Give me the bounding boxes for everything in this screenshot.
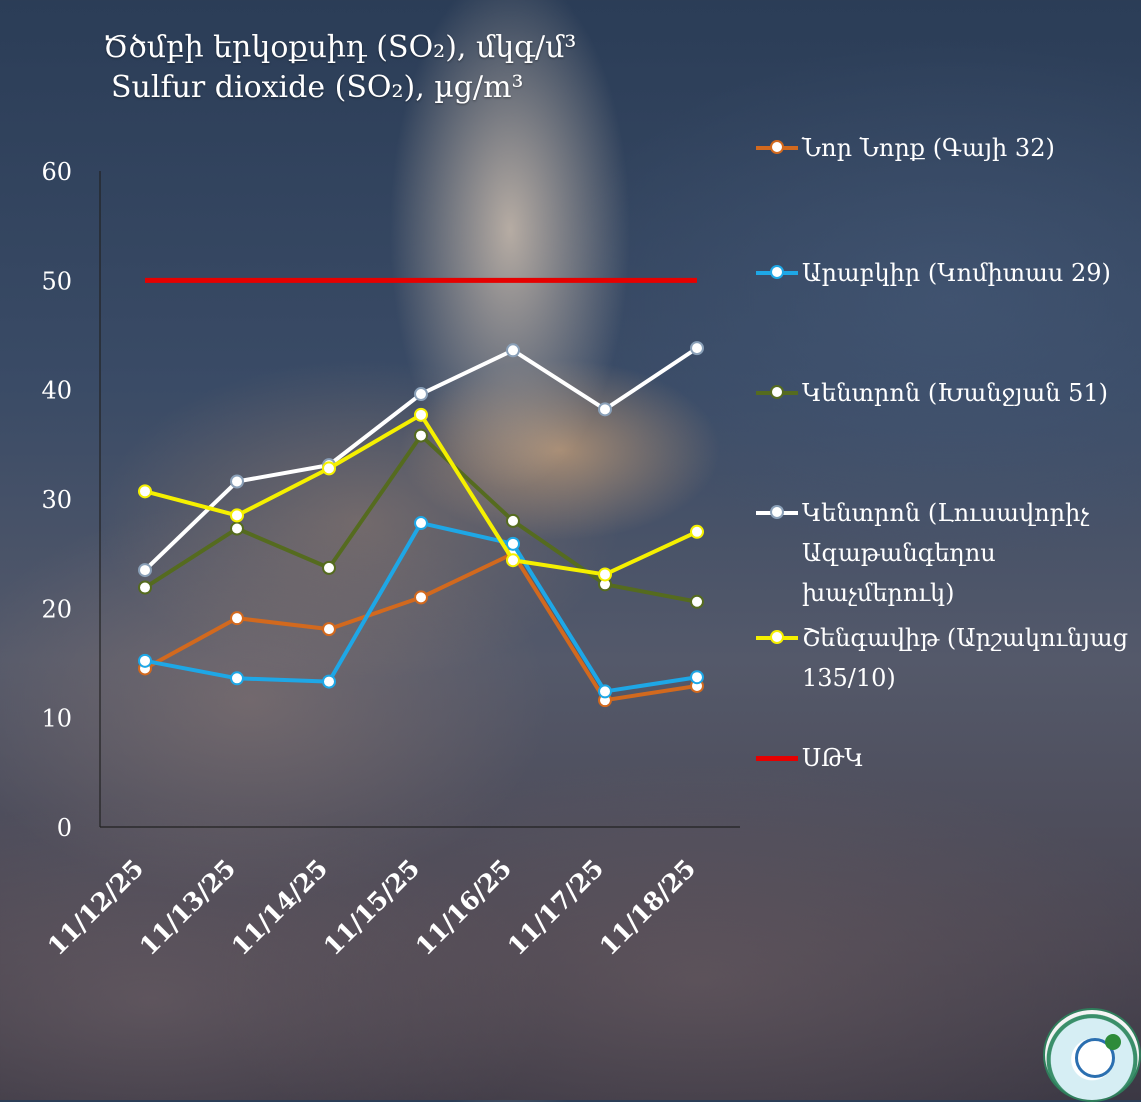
data-point [598,567,612,582]
data-point [230,611,244,626]
y-tick-label: 20 [41,595,72,623]
legend-swatch [756,385,798,399]
legend-label: Արաբկիր (Կոմիտաս 29) [802,259,1111,287]
data-point [138,484,152,499]
series-line [144,521,698,694]
x-tick-label: 11/16/25 [410,854,517,961]
data-point [690,524,704,539]
legend-swatch [756,140,798,154]
x-tick-label: 11/13/25 [134,854,241,961]
chart-title-english: Sulfur dioxide (SO₂), µg/m³ [111,70,524,105]
legend-label: Կենտրոն (Խանջյան 51) [802,379,1109,407]
legend-label: ՍԹԿ [802,744,864,772]
data-point [138,580,152,595]
data-point [414,387,428,402]
y-tick-label: 10 [41,705,72,733]
legend-label: Կենտրոն (Լուսավորիչ Ազաթանգեղոս խաչմերու… [802,499,1090,607]
data-point [598,684,612,699]
data-point [322,622,336,637]
data-point [230,671,244,686]
data-point [690,341,704,356]
data-point [690,670,704,685]
data-point [230,508,244,523]
data-point [414,428,428,443]
ministry-logo [1043,1008,1141,1102]
x-tick-label: 11/15/25 [318,854,425,961]
data-point [138,563,152,578]
legend-marker [770,385,784,399]
y-tick-label: 60 [41,158,72,186]
legend-label: Շենգավիթ (Արշակունյաց 135/10) [802,624,1129,692]
y-tick-label: 0 [57,814,72,842]
y-tick-label: 30 [41,486,72,514]
data-point [322,674,336,689]
legend-marker [770,140,784,154]
x-tick-label: 11/14/25 [226,854,333,961]
y-tick-label: 50 [41,267,72,295]
data-point [230,474,244,489]
data-point [506,513,520,528]
logo-swirl-icon [1075,1038,1115,1078]
chart-title-armenian: Ծծմբի երկօքսիդ (SO₂), մկգ/մ³ [103,30,577,65]
data-point [414,407,428,422]
legend-swatch [756,265,798,279]
legend-swatch [756,756,798,761]
legend-marker [770,265,784,279]
data-point [506,536,520,551]
legend-swatch [756,505,798,519]
legend-label: Նոր Նորք (Գայի 32) [802,134,1055,162]
logo-tree-icon [1105,1034,1121,1050]
chart-title: Ծծմբի երկօքսիդ (SO₂), մկգ/մ³ Sulfur diox… [103,28,576,108]
data-point [414,590,428,605]
data-point [506,553,520,568]
legend-marker [770,505,784,519]
x-tick-label: 11/17/25 [502,854,609,961]
data-point [322,560,336,575]
data-point [690,594,704,609]
x-tick-label: 11/12/25 [42,854,149,961]
x-tick-label: 11/18/25 [594,854,701,961]
data-point [598,402,612,417]
data-point [138,653,152,668]
data-point [230,521,244,536]
y-tick-label: 40 [41,377,72,405]
legend-marker [770,630,784,644]
data-point [506,343,520,358]
data-point [414,516,428,531]
legend-swatch [756,630,798,644]
data-point [322,461,336,476]
